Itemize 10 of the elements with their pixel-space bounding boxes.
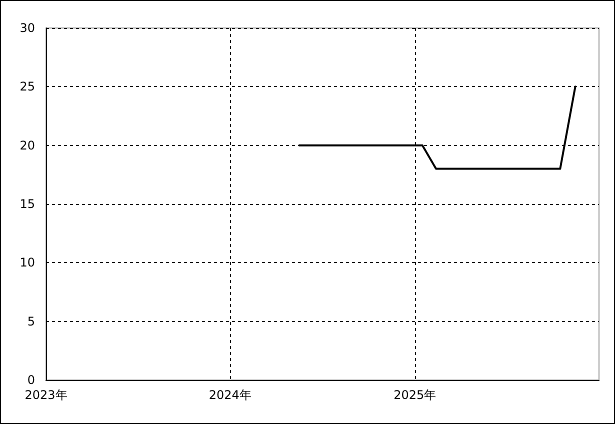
y-tick-label: 10 <box>20 256 35 270</box>
y-tick-label: 5 <box>27 314 35 328</box>
y-tick-label: 0 <box>27 373 35 387</box>
y-tick-label: 15 <box>20 197 35 211</box>
x-tick-label: 2023年 <box>24 388 68 402</box>
x-tick-label: 2025年 <box>394 388 436 402</box>
x-tick-label: 2024年 <box>208 388 252 402</box>
y-tick-label: 25 <box>20 80 35 94</box>
y-tick-label: 20 <box>20 138 35 152</box>
y-tick-label: 30 <box>20 21 35 35</box>
